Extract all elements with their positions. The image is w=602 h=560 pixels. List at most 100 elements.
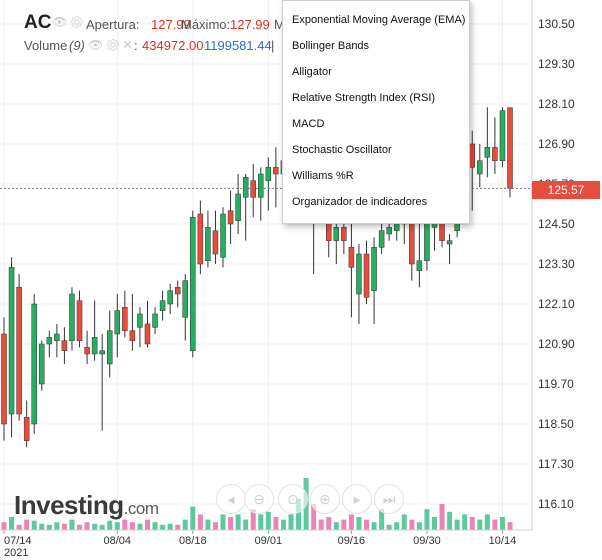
zoom-out-icon[interactable]: ⊖ xyxy=(244,484,274,514)
symbol-settings-icons[interactable]: 👁⚙ xyxy=(52,15,87,29)
volume-bar xyxy=(190,506,196,530)
candle[interactable] xyxy=(167,284,173,314)
candle-body xyxy=(54,333,60,341)
candle[interactable] xyxy=(84,330,90,364)
candle[interactable] xyxy=(54,324,60,358)
candle[interactable] xyxy=(8,257,15,438)
candle[interactable] xyxy=(499,107,506,168)
candle[interactable] xyxy=(190,210,196,358)
volume-bar xyxy=(356,517,362,530)
x-tick-label: 09/01 xyxy=(255,535,283,547)
candle[interactable] xyxy=(144,300,151,348)
scroll-end-icon[interactable]: ⏭ xyxy=(374,484,404,514)
candle-body xyxy=(137,313,143,328)
candle[interactable] xyxy=(273,147,279,208)
y-tick-label: 117.30 xyxy=(538,457,574,471)
scroll-right-icon[interactable]: ▸ xyxy=(342,484,372,514)
candle[interactable] xyxy=(99,334,105,431)
candle[interactable] xyxy=(507,107,513,198)
volume-bar xyxy=(499,517,505,530)
x-tick-label: 07/14 xyxy=(4,535,32,547)
candle[interactable] xyxy=(31,294,37,434)
candle[interactable] xyxy=(227,190,234,244)
y-tick-label: 124.50 xyxy=(538,217,575,231)
x-tick-label: 08/04 xyxy=(104,535,132,547)
candle[interactable] xyxy=(91,300,98,361)
volume-bar xyxy=(31,520,37,530)
menu-item-williams-r[interactable]: Williams %R xyxy=(292,170,354,182)
candle[interactable] xyxy=(265,157,272,211)
candle[interactable] xyxy=(378,224,385,254)
candle[interactable] xyxy=(61,327,68,364)
candle-body xyxy=(69,293,75,341)
volume-bar xyxy=(469,517,475,530)
candle[interactable] xyxy=(235,174,241,234)
candle[interactable] xyxy=(446,234,453,264)
candle[interactable] xyxy=(114,294,121,358)
menu-item-indicator-organizer[interactable]: Organizador de indicadores xyxy=(292,196,428,208)
candle[interactable] xyxy=(212,210,219,264)
candle[interactable] xyxy=(484,107,491,178)
x-tick-label: 10/14 xyxy=(489,535,517,547)
candle[interactable] xyxy=(76,290,83,348)
menu-item-rsi[interactable]: Relative Strength Index (RSI) xyxy=(292,92,436,104)
candle[interactable] xyxy=(220,207,226,268)
volume-bar xyxy=(447,511,453,530)
candle-body xyxy=(386,227,392,235)
candle-body xyxy=(212,230,219,255)
candle-body xyxy=(106,330,113,365)
candle[interactable] xyxy=(258,167,264,221)
candle[interactable] xyxy=(137,307,143,348)
menu-item-stochastic[interactable]: Stochastic Oscillator xyxy=(292,144,392,156)
candle[interactable] xyxy=(46,330,53,358)
volume-bar xyxy=(379,509,385,530)
candle-body xyxy=(446,240,453,245)
menu-item-macd[interactable]: MACD xyxy=(292,118,325,130)
candle[interactable] xyxy=(159,290,166,321)
candle[interactable] xyxy=(205,210,211,268)
price-axis: 130.50129.30128.10126.90125.70124.50123.… xyxy=(531,0,575,530)
candle[interactable] xyxy=(106,310,113,378)
symbol-title: AC xyxy=(24,12,52,33)
menu-item-alligator[interactable]: Alligator xyxy=(292,66,332,78)
candle[interactable] xyxy=(356,244,362,324)
candle[interactable] xyxy=(152,307,158,334)
candle[interactable] xyxy=(16,274,22,421)
candle[interactable] xyxy=(23,400,30,448)
open-value: 127.99 xyxy=(151,17,191,32)
candle[interactable] xyxy=(1,317,7,441)
menu-item-ema[interactable]: Exponential Moving Average (EMA) xyxy=(292,14,466,26)
candle[interactable] xyxy=(129,294,136,351)
candle[interactable] xyxy=(174,280,181,308)
candle[interactable] xyxy=(197,200,204,274)
candle[interactable] xyxy=(242,174,249,241)
candle[interactable] xyxy=(39,340,45,391)
candle[interactable] xyxy=(348,217,355,318)
candle[interactable] xyxy=(492,117,498,174)
candle-body xyxy=(477,160,483,175)
volume-bar xyxy=(243,519,249,530)
candle[interactable] xyxy=(69,287,75,351)
scroll-left-icon[interactable]: ◂ xyxy=(216,484,246,514)
candle[interactable] xyxy=(363,240,370,304)
zoom-in-icon[interactable]: ⊕ xyxy=(310,484,340,514)
volume-settings-icons[interactable]: 👁⚙✕ xyxy=(88,38,135,52)
y-tick-label: 126.90 xyxy=(538,137,575,151)
zoom-reset-icon[interactable]: ⊙ xyxy=(278,484,308,514)
candle[interactable] xyxy=(371,237,377,324)
candle[interactable] xyxy=(477,144,483,188)
volume-bar xyxy=(250,509,256,530)
candle-body xyxy=(416,260,423,271)
candle-body xyxy=(152,313,158,328)
candle[interactable] xyxy=(182,274,189,341)
volume-bar xyxy=(182,519,188,530)
candle[interactable] xyxy=(416,217,423,288)
volume-bar xyxy=(431,517,437,530)
y-tick-label: 128.10 xyxy=(538,97,575,111)
volume-bar xyxy=(386,524,392,530)
candle[interactable] xyxy=(333,224,340,264)
candle[interactable] xyxy=(250,164,256,218)
candle[interactable] xyxy=(122,290,128,338)
menu-item-bollinger-bands[interactable]: Bollinger Bands xyxy=(292,40,370,52)
x-tick-label: 09/16 xyxy=(338,535,366,547)
